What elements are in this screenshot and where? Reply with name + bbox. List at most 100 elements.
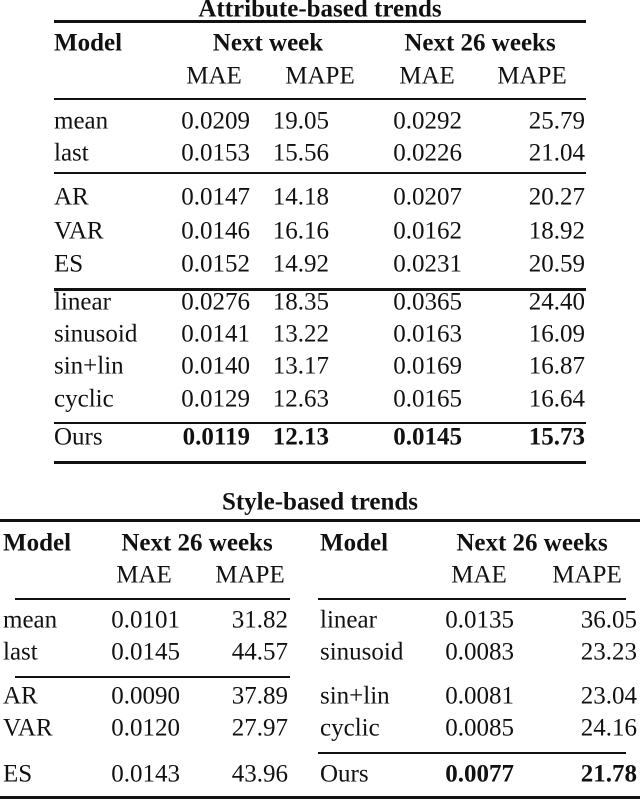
- row-label: ES: [3, 760, 33, 788]
- row-label: linear: [54, 288, 111, 316]
- row-label: cyclic: [54, 385, 114, 413]
- table-cell: 0.0081: [445, 682, 514, 710]
- table-rule: [54, 172, 586, 174]
- row-label: sinusoid: [320, 638, 404, 666]
- row-label: sin+lin: [320, 682, 390, 710]
- row-label: Ours: [54, 423, 103, 451]
- table-cell: 0.0145: [111, 638, 180, 666]
- table-cell: 0.0169: [393, 352, 462, 380]
- column-subheader: MAPE: [285, 62, 355, 90]
- table-cell: 0.0129: [181, 385, 250, 413]
- column-subheader: MAE: [186, 62, 242, 90]
- row-label: Ours: [320, 760, 369, 788]
- table-cell: 27.97: [231, 714, 288, 742]
- table-cell: 0.0101: [111, 606, 180, 634]
- table-cell: 16.64: [528, 385, 585, 413]
- table-cell: 25.79: [528, 107, 585, 135]
- table-cell: 0.0083: [445, 638, 514, 666]
- table-cell: 16.09: [528, 320, 585, 348]
- table-cell: 12.13: [272, 423, 329, 451]
- table-cell: 15.56: [272, 139, 329, 167]
- table-cell: 0.0152: [181, 250, 250, 278]
- table-cell: 0.0231: [393, 250, 462, 278]
- column-header-model: Model: [3, 529, 72, 557]
- row-label: last: [3, 638, 38, 666]
- table-cell: 0.0143: [111, 760, 180, 788]
- table-title: Attribute-based trends: [198, 0, 442, 23]
- row-label: mean: [3, 606, 58, 634]
- table-cell: 0.0163: [393, 320, 462, 348]
- table-cell: 21.78: [580, 760, 637, 788]
- table-cell: 0.0085: [445, 714, 514, 742]
- table-cell: 0.0090: [111, 682, 180, 710]
- table-cell: 12.63: [272, 385, 329, 413]
- row-label: VAR: [54, 217, 104, 245]
- table-cell: 0.0147: [181, 183, 250, 211]
- table-cell: 23.04: [580, 682, 637, 710]
- row-label: last: [54, 139, 89, 167]
- table-cell: 23.23: [580, 638, 637, 666]
- table-cell: 18.92: [528, 217, 585, 245]
- table-rule: [15, 598, 290, 600]
- table-cell: 44.57: [231, 638, 288, 666]
- table-cell: 14.18: [272, 183, 329, 211]
- table-cell: 13.17: [272, 352, 329, 380]
- table-cell: 16.87: [528, 352, 585, 380]
- table-cell: 0.0209: [181, 107, 250, 135]
- table-rule: [54, 98, 586, 100]
- table-cell: 0.0135: [445, 606, 514, 634]
- table-cell: 15.73: [528, 423, 585, 451]
- row-label: cyclic: [320, 714, 380, 742]
- table-rule: [54, 422, 586, 424]
- table-cell: 24.40: [528, 288, 585, 316]
- row-label: sinusoid: [54, 320, 138, 348]
- column-group-header: Next 26 weeks: [404, 29, 556, 57]
- table-cell: 16.16: [272, 217, 329, 245]
- table-rule: [15, 676, 290, 678]
- table-cell: 0.0146: [181, 217, 250, 245]
- table-cell: 24.16: [580, 714, 637, 742]
- table-cell: 0.0365: [393, 288, 462, 316]
- table-cell: 19.05: [272, 107, 329, 135]
- table-cell: 0.0119: [182, 423, 250, 451]
- table-cell: 18.35: [272, 288, 329, 316]
- table-cell: 36.05: [580, 606, 637, 634]
- table-title: Style-based trends: [221, 488, 419, 516]
- column-subheader: MAE: [116, 561, 172, 589]
- column-subheader: MAPE: [215, 561, 285, 589]
- table-cell: 0.0077: [445, 760, 514, 788]
- table-cell: 14.92: [272, 250, 329, 278]
- column-group-header: Next 26 weeks: [121, 529, 273, 557]
- column-subheader: MAE: [451, 561, 507, 589]
- table-rule: [318, 598, 626, 600]
- table-rule: [54, 20, 586, 23]
- table-cell: 43.96: [231, 760, 288, 788]
- table-cell: 13.22: [272, 320, 329, 348]
- table-rule: [318, 752, 626, 754]
- column-subheader: MAPE: [552, 561, 622, 589]
- table-cell: 0.0226: [393, 139, 462, 167]
- table-rule: [54, 461, 586, 464]
- table-cell: 37.89: [231, 682, 288, 710]
- table-cell: 0.0153: [181, 139, 250, 167]
- table-rule: [0, 796, 640, 799]
- table-cell: 0.0292: [393, 107, 462, 135]
- row-label: mean: [54, 107, 109, 135]
- table-cell: 0.0207: [393, 183, 462, 211]
- table-cell: 0.0165: [393, 385, 462, 413]
- table-cell: 21.04: [528, 139, 585, 167]
- table-cell: 20.59: [528, 250, 585, 278]
- table-rule: [0, 519, 640, 522]
- table-cell: 31.82: [231, 606, 288, 634]
- column-header-model: Model: [54, 29, 123, 57]
- column-subheader: MAE: [399, 62, 455, 90]
- row-label: AR: [3, 682, 38, 710]
- column-subheader: MAPE: [497, 62, 567, 90]
- row-label: linear: [320, 606, 377, 634]
- table-rule: [54, 288, 586, 291]
- column-group-header: Next 26 weeks: [456, 529, 608, 557]
- table-cell: 0.0162: [393, 217, 462, 245]
- column-header-model: Model: [320, 529, 389, 557]
- table-cell: 0.0276: [181, 288, 250, 316]
- table-cell: 0.0141: [181, 320, 250, 348]
